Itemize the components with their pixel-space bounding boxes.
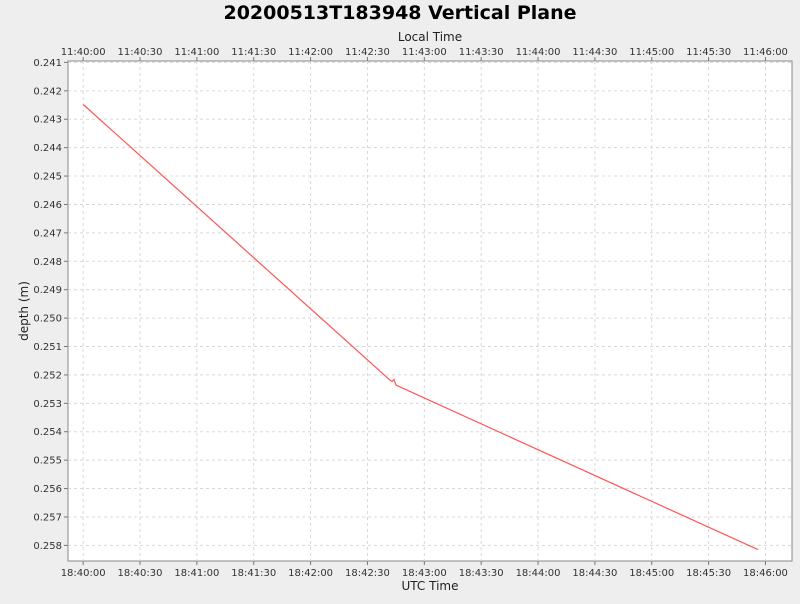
y-tick-label: 0.256 [33,484,62,495]
top-tick-label: 11:42:30 [345,47,390,58]
top-tick-label: 11:44:00 [516,47,561,58]
x-tick-label: 18:43:00 [402,568,447,579]
top-axis-label: Local Time [398,30,462,44]
y-tick-label: 0.243 [33,115,62,126]
y-tick-label: 0.253 [33,399,62,410]
grid [68,61,792,561]
y-tick-label: 0.241 [33,58,62,69]
y-tick-label: 0.246 [33,200,62,211]
y-tick-label: 0.251 [33,342,62,353]
x-axis-label: UTC Time [402,579,459,593]
top-tick-label: 11:45:30 [686,47,731,58]
top-tick-label: 11:40:30 [118,47,163,58]
x-tick-label: 18:46:00 [743,568,788,579]
y-tick-label: 0.249 [33,285,62,296]
x-tick-label: 18:44:30 [572,568,617,579]
x-tick-label: 18:40:00 [61,568,106,579]
x-tick-label: 18:41:30 [231,568,276,579]
x-tick-label: 18:44:00 [516,568,561,579]
top-tick-label: 11:41:30 [231,47,276,58]
top-tick-label: 11:46:00 [743,47,788,58]
x-tick-label: 18:41:00 [174,568,219,579]
series-layer [82,104,759,551]
y-tick-label: 0.245 [33,172,62,183]
top-tick-label: 11:41:00 [174,47,219,58]
top-tick-label: 11:45:00 [629,47,674,58]
top-tick-label: 11:44:30 [572,47,617,58]
x-tick-label: 18:45:00 [629,568,674,579]
y-tick-label: 0.248 [33,257,62,268]
y-tick-label: 0.257 [33,512,62,523]
top-tick-label: 11:40:00 [61,47,106,58]
x-tick-label: 18:43:30 [459,568,504,579]
y-tick-label: 0.252 [33,370,62,381]
y-tick-label: 0.255 [33,456,62,467]
top-tick-label: 11:43:00 [402,47,447,58]
x-tick-label: 18:40:30 [118,568,163,579]
x-tick-label: 18:42:00 [288,568,333,579]
y-tick-label: 0.247 [33,228,62,239]
chart-title: 20200513T183948 Vertical Plane [223,2,576,24]
y-tick-label: 0.244 [33,143,62,154]
axis-ticks: 18:40:00 11:40:00 18:40:30 11:40:30 18:41:00… [33,47,788,579]
y-tick-label: 0.250 [33,314,62,325]
top-tick-label: 11:43:30 [459,47,504,58]
x-tick-label: 18:42:30 [345,568,390,579]
top-tick-label: 11:42:00 [288,47,333,58]
y-tick-label: 0.258 [33,541,62,552]
x-tick-label: 18:45:30 [686,568,731,579]
plot-area [67,60,793,562]
y-tick-label: 0.242 [33,86,62,97]
y-tick-label: 0.254 [33,427,62,438]
depth-series-line [82,104,759,551]
y-axis-label: depth (m) [17,281,31,341]
